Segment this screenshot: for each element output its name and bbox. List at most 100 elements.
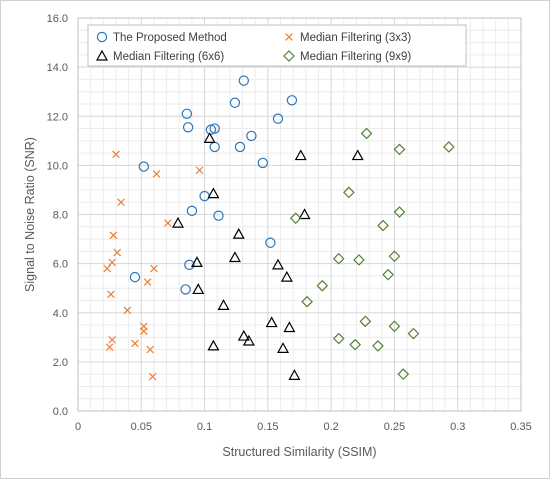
data-point-circle <box>272 113 284 124</box>
data-point-circle <box>257 157 268 169</box>
y-tick-label: 2.0 <box>53 357 68 369</box>
data-point-diamond <box>349 338 362 351</box>
y-tick-label: 0.0 <box>53 406 68 418</box>
data-point-x <box>107 290 115 299</box>
data-point-diamond <box>393 143 406 156</box>
x-axis-title: Structured Similarity (SSIM) <box>222 445 376 459</box>
data-point-triangle <box>265 316 278 328</box>
data-point-triangle <box>271 258 285 270</box>
data-point-diamond <box>316 279 329 292</box>
data-point-diamond <box>301 295 313 308</box>
data-point-triangle <box>351 149 364 161</box>
legend: The Proposed Method Median Filtering (3x3… <box>87 24 467 67</box>
data-point-triangle <box>171 216 185 228</box>
y-tick-label: 6.0 <box>53 259 68 271</box>
data-point-x <box>164 219 172 227</box>
data-point-triangle <box>192 283 205 295</box>
grid-lines <box>77 17 522 412</box>
data-point-circle <box>234 141 246 153</box>
data-point-triangle <box>190 256 203 267</box>
data-point-diamond <box>332 252 345 265</box>
data-point-diamond <box>388 320 401 333</box>
x-tick-label: 0.05 <box>131 421 152 433</box>
plot-frame <box>77 17 522 412</box>
data-point-circle <box>209 123 220 134</box>
data-point-triangle <box>294 149 307 161</box>
data-point-triangle <box>207 187 220 199</box>
data-point-circle <box>286 95 298 106</box>
data-point-diamond <box>388 250 401 263</box>
y-tick-label: 16.0 <box>47 13 68 25</box>
data-point-x <box>146 345 154 354</box>
data-point-diamond <box>407 327 420 340</box>
data-point-triangle <box>283 321 296 333</box>
data-point-triangle <box>203 132 216 143</box>
data-point-triangle <box>207 339 220 351</box>
x-tick-label: 0 <box>75 421 81 433</box>
data-point-circle <box>246 130 257 142</box>
legend-label: Median Filtering (9x9) <box>300 51 411 63</box>
data-point-circle <box>229 97 241 108</box>
data-point-circle <box>138 161 150 172</box>
data-point-x <box>150 264 158 273</box>
data-point-triangle <box>298 208 311 220</box>
data-point-x <box>109 231 118 240</box>
data-point-x <box>105 343 114 351</box>
legend-marker-diamond <box>283 50 295 62</box>
data-point-circle <box>181 108 193 119</box>
data-point-x <box>113 248 122 257</box>
legend-marker-circle <box>96 31 108 43</box>
data-point-x <box>143 278 152 286</box>
data-point-triangle <box>232 227 245 239</box>
data-point-diamond <box>382 268 394 281</box>
data-point-circle <box>184 259 195 271</box>
data-point-diamond <box>359 315 372 328</box>
data-point-diamond <box>397 368 410 381</box>
y-tick-label: 14.0 <box>47 62 68 74</box>
data-point-x <box>148 372 157 381</box>
data-point-circle <box>182 122 194 133</box>
legend-marker-x <box>285 33 293 41</box>
data-point-x <box>108 258 116 267</box>
data-point-circle <box>213 210 224 221</box>
data-point-circle <box>180 284 191 295</box>
data-point-diamond <box>353 254 365 266</box>
data-point-triangle <box>288 369 301 380</box>
data-point-x <box>152 170 161 178</box>
data-point-x <box>112 150 120 159</box>
data-point-diamond <box>372 340 384 352</box>
data-point-triangle <box>280 270 293 282</box>
data-point-x <box>131 339 139 348</box>
data-point-diamond <box>332 332 345 345</box>
data-point-x <box>139 327 148 335</box>
y-tick-label: 12.0 <box>47 111 68 123</box>
data-point-circle <box>265 237 276 248</box>
y-tick-label: 4.0 <box>53 308 68 320</box>
legend-label: Median Filtering (3x3) <box>300 32 411 44</box>
data-point-diamond <box>360 127 373 140</box>
axes: 0 0.05 0.1 0.15 0.2 0.25 0.3 0.35 0.0 2.0 4.0 6.0 8.… <box>47 13 532 433</box>
y-tick-label: 8.0 <box>53 210 68 222</box>
x-tick-label: 0.35 <box>510 421 531 433</box>
data-point-triangle <box>242 334 255 346</box>
legend-marker-triangle <box>95 49 109 61</box>
x-tick-label: 0.1 <box>197 421 212 433</box>
data-point-x <box>117 198 125 207</box>
data-point-circle <box>238 75 250 86</box>
data-point-triangle <box>217 299 230 310</box>
data-point-diamond <box>443 141 455 153</box>
data-point-circle <box>186 205 198 217</box>
data-point-circle <box>129 271 141 283</box>
x-tick-label: 0.3 <box>450 421 465 433</box>
x-tick-label: 0.25 <box>384 421 405 433</box>
data-point-triangle <box>237 329 250 341</box>
data-point-triangle <box>277 342 290 353</box>
y-axis-title: Signal to Noise Ratio (SNR) <box>23 137 37 292</box>
legend-label: Median Filtering (6x6) <box>113 51 224 63</box>
legend-label: The Proposed Method <box>113 32 227 44</box>
data-point-diamond <box>393 206 406 218</box>
data-point-diamond <box>289 212 302 225</box>
data-point-triangle <box>228 251 241 263</box>
